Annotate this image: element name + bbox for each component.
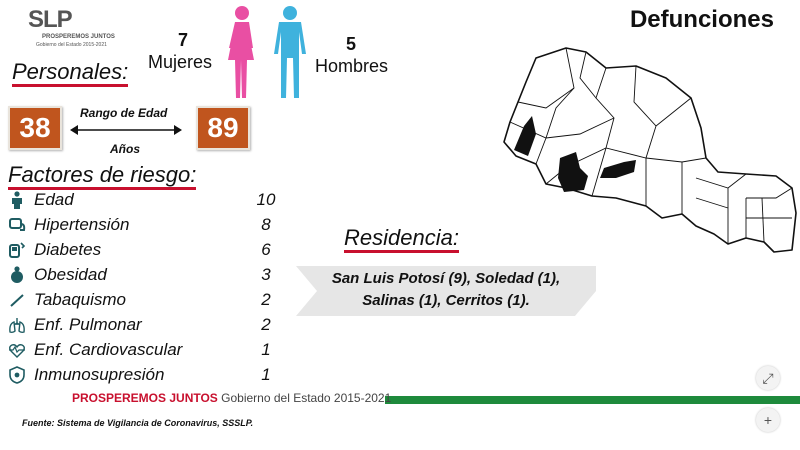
slp-logo: SLP PROSPEREMOS JUNTOS Gobierno del Esta…: [28, 6, 115, 48]
women-label: Mujeres: [148, 52, 213, 72]
double-arrow-icon: [70, 125, 182, 135]
footer-gobierno: Gobierno del Estado 2015-2021: [221, 391, 392, 405]
age-min-box: 38: [8, 106, 62, 150]
risk-factor-row: Diabetes 6: [8, 238, 278, 262]
risk-factor-count: 1: [261, 365, 271, 384]
residence-heading: Residencia:: [344, 226, 459, 253]
cigarette-icon: [10, 294, 24, 307]
risk-factor-count: 3: [261, 265, 271, 284]
risk-factor-name: Obesidad: [34, 265, 107, 284]
men-label: Hombres: [315, 56, 389, 76]
fit-screen-button[interactable]: ⤢: [756, 366, 780, 390]
risk-factor-count: 10: [256, 190, 276, 209]
risk-factor-name: Inmunosupresión: [34, 365, 165, 384]
risk-factor-name: Hipertensión: [34, 215, 130, 234]
risk-factor-count: 8: [261, 215, 271, 234]
risk-factor-count: 2: [261, 315, 271, 334]
page-title: Defunciones: [629, 6, 774, 33]
elderly-icon: [12, 191, 22, 209]
lungs-icon: [9, 318, 25, 334]
zoom-in-button[interactable]: +: [756, 408, 780, 432]
risk-factor-name: Edad: [34, 190, 74, 209]
logo-government: Gobierno del Estado 2015-2021: [36, 42, 107, 48]
heartbeat-icon: [9, 344, 25, 358]
women-count: 7: [178, 30, 189, 50]
risk-factor-row: Tabaquismo 2: [8, 288, 278, 312]
risk-factor-count: 6: [261, 240, 271, 259]
risk-factor-name: Enf. Pulmonar: [34, 315, 142, 334]
risk-factor-name: Enf. Cardiovascular: [34, 340, 183, 359]
source-note: Fuente: Sistema de Vigilancia de Coronav…: [22, 418, 254, 428]
residence-line-2: Salinas (1), Cerritos (1).: [362, 292, 530, 309]
logo-slogan: PROSPEREMOS JUNTOS: [42, 34, 115, 40]
age-units-label: Años: [110, 142, 140, 156]
risk-factors-heading: Factores de riesgo:: [8, 163, 197, 190]
risk-factor-row: Hipertensión 8: [8, 213, 278, 237]
risk-factor-name: Tabaquismo: [34, 290, 126, 309]
residence-banner: [296, 266, 596, 316]
risk-factor-row: Obesidad 3: [8, 263, 278, 287]
man-figure-icon: [274, 6, 306, 98]
logo-mark: SLP: [28, 6, 73, 33]
risk-factor-count: 1: [261, 340, 271, 359]
residence-line-1: San Luis Potosí (9), Soledad (1),: [331, 270, 561, 287]
blood-pressure-icon: [9, 218, 26, 231]
men-count: 5: [346, 34, 357, 54]
risk-factor-row: Enf. Cardiovascular 1: [8, 338, 278, 362]
footer-prosperemos: PROSPEREMOS JUNTOS: [72, 391, 218, 405]
risk-factor-row: Inmunosupresión 1: [8, 363, 278, 387]
shield-icon: [9, 366, 25, 384]
age-max-box: 89: [196, 106, 250, 150]
obesity-icon: [11, 266, 23, 283]
fit-screen-icon: ⤢: [762, 370, 774, 386]
risk-factor-row: Enf. Pulmonar 2: [8, 313, 278, 337]
risk-factor-row: Edad 10: [8, 188, 278, 212]
footer-slogan: PROSPEREMOS JUNTOS Gobierno del Estado 2…: [72, 391, 391, 405]
risk-factor-name: Diabetes: [34, 240, 102, 259]
glucometer-icon: [9, 242, 26, 258]
residence-text: San Luis Potosí (9), Soledad (1), Salina…: [306, 268, 586, 312]
risk-factor-count: 2: [261, 290, 271, 309]
state-map: [503, 47, 797, 253]
footer-green-bar: [385, 396, 800, 404]
plus-icon: +: [763, 412, 773, 428]
personal-heading: Personales:: [12, 60, 129, 87]
woman-figure-icon: [228, 6, 254, 98]
age-range-label: Rango de Edad: [80, 106, 168, 120]
